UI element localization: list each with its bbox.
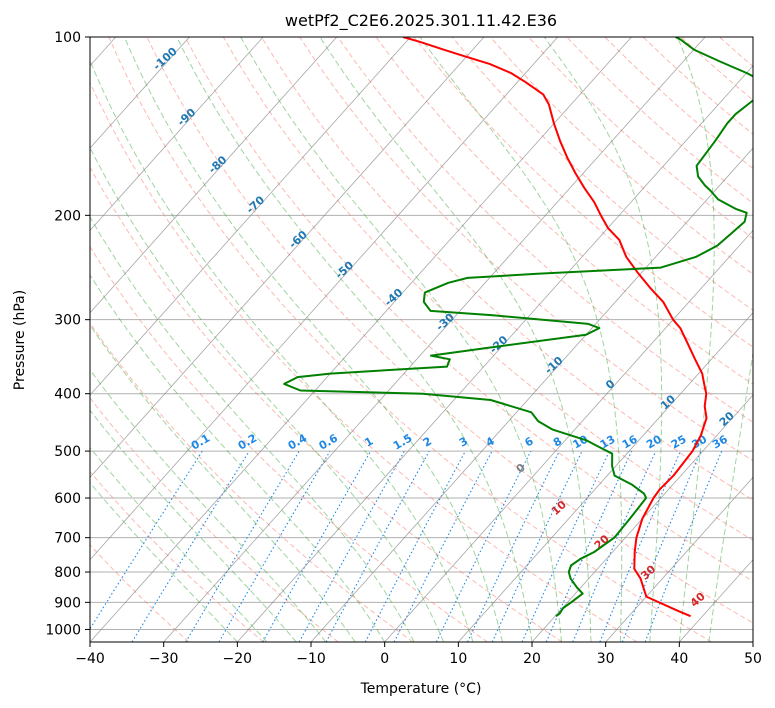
y-tick-label: 800 (54, 565, 81, 581)
dry-adiabat-line (222, 37, 753, 541)
x-tick-label: 20 (523, 651, 541, 667)
isotherm-line (90, 37, 559, 561)
moist-adiabat-line (123, 37, 503, 642)
x-tick-label: −30 (149, 651, 179, 667)
moist-adiabat-line (90, 59, 474, 642)
mixing-ratio-line (621, 450, 702, 642)
sounding-profiles (283, 37, 753, 618)
moist-adiabat-line (176, 37, 533, 642)
mixing-ratio-line (572, 450, 657, 642)
y-tick-label: 100 (54, 30, 81, 46)
dry-adiabat-line (90, 166, 563, 642)
y-tick-label: 500 (54, 444, 81, 460)
y-tick-label: 600 (54, 491, 81, 507)
moist-adiabat-line (543, 37, 663, 642)
x-tick-label: 0 (380, 651, 389, 667)
isotherm-line (384, 229, 753, 642)
mixing-ratio-line (262, 450, 372, 642)
temperature-profile (402, 37, 708, 618)
moist-adiabat-line (90, 146, 445, 642)
dry-adiabat-line (90, 245, 488, 642)
moist-adiabat-line (90, 368, 327, 642)
dry-adiabat-line (90, 81, 638, 642)
y-axis-label: Pressure (hPa) (12, 290, 28, 390)
isotherm-line (90, 37, 632, 642)
isotherms (90, 37, 753, 642)
dry-adiabat-line (375, 37, 753, 385)
dry-adiabat-line (451, 37, 753, 311)
dewpoint-profile (283, 37, 753, 618)
mixing-ratio-line (435, 450, 532, 642)
dry-adiabat-line (90, 470, 264, 642)
moist-adiabat-line (419, 37, 623, 642)
isotherm-line (458, 312, 753, 642)
x-tick-label: −20 (223, 651, 253, 667)
plot-frame (89, 36, 754, 643)
isotherm-line (605, 476, 753, 642)
x-tick-label: 10 (449, 651, 467, 667)
isotherm-line (90, 37, 485, 478)
moist-adiabat-line (90, 409, 297, 642)
moist-adiabat-line (90, 446, 268, 642)
x-tick-label: −10 (296, 651, 326, 667)
moist-adiabat-line (90, 274, 386, 642)
mixing-ratio-line (90, 450, 203, 630)
moist-adiabat-line (90, 481, 238, 642)
x-tick-label: −40 (75, 651, 105, 667)
x-tick-label: 30 (597, 651, 615, 667)
isotherm-line (90, 37, 338, 314)
y-tick-label: 1000 (45, 622, 81, 638)
mixing-ratio-line (298, 450, 405, 642)
moist-adiabat-line (708, 349, 753, 642)
isotherm-line (163, 37, 706, 642)
dry-adiabat-line (108, 37, 712, 642)
mixing-ratio-line (644, 450, 723, 642)
mixing-ratio-line (325, 450, 430, 642)
dry-adiabat-line (260, 37, 753, 501)
dry-adiabat-line (337, 37, 753, 423)
y-tick-label: 200 (54, 208, 81, 224)
isotherm-line (90, 37, 411, 396)
mixing-ratio-line (545, 450, 633, 642)
dry-adiabat-line (184, 37, 753, 582)
x-tick-label: 40 (670, 651, 688, 667)
y-tick-label: 900 (54, 595, 81, 611)
isotherm-line (237, 65, 753, 642)
y-tick-label: 300 (54, 313, 81, 329)
x-axis-label: Temperature (°C) (360, 681, 482, 697)
isotherm-line (90, 37, 264, 232)
moist-adiabat-line (319, 37, 592, 642)
y-tick-label: 400 (54, 387, 81, 403)
moist-adiabat-line (676, 37, 715, 642)
x-tick-label: 50 (744, 651, 762, 667)
dry-adiabat-line (146, 37, 753, 624)
axis-ticks: −40 −30 −20 −10 0 10 20 30 40 50 100 200 300 400 500 60… (45, 30, 762, 667)
chart-title: wetPf2_C2E6.2025.301.11.42.E36 (285, 11, 557, 31)
moist-adiabat-line (240, 37, 562, 642)
isotherm-line (90, 37, 190, 149)
isotherm-line (310, 147, 753, 642)
isotherm-line (531, 394, 753, 642)
y-tick-label: 700 (54, 531, 81, 547)
mixing-ratio-line (599, 450, 682, 642)
